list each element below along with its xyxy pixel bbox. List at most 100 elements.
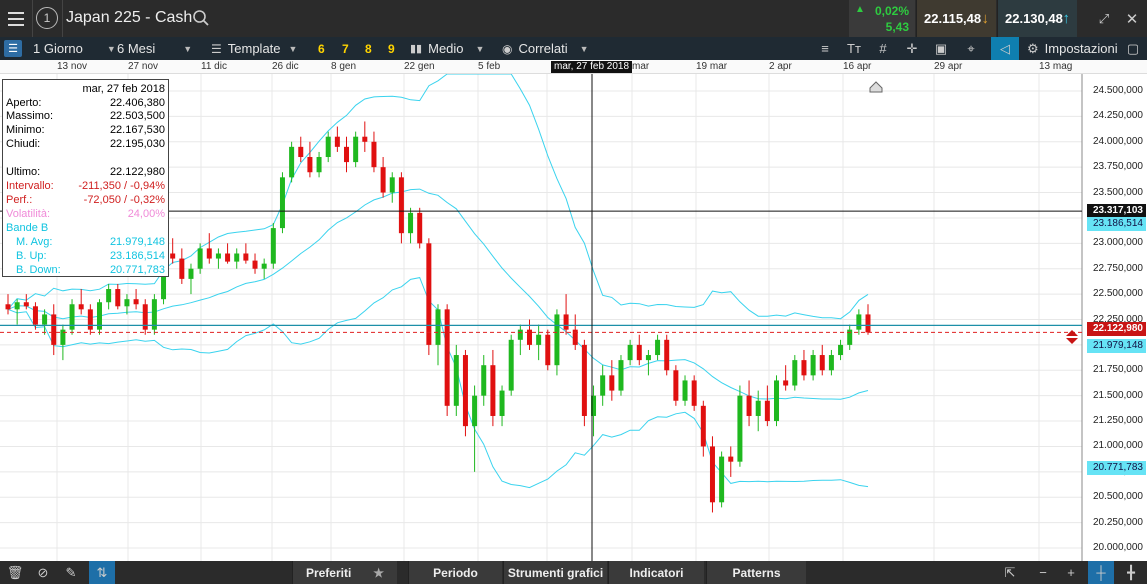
candle-body [179, 258, 185, 279]
quick-8-button[interactable]: 8 [365, 41, 372, 56]
pencil-icon[interactable]: ✎ [65, 564, 77, 580]
price-tick-label: 23.000,000 [1092, 237, 1143, 249]
info-badge[interactable]: 1 [36, 7, 58, 29]
arrow-up-icon: ↑ [1062, 10, 1071, 27]
candle-body [87, 309, 93, 330]
candle-body [709, 446, 715, 503]
crosshair-icon[interactable]: ✛ [906, 40, 918, 56]
high-label: Massimo: [6, 110, 54, 122]
perf-value: -72,050 / -0,32% [83, 194, 165, 206]
patterns-tab[interactable]: Patterns [706, 561, 806, 584]
window-icon[interactable]: ▢ [1126, 40, 1140, 56]
arrows-icon[interactable]: ⇅ [89, 561, 115, 584]
candle-body [746, 395, 752, 416]
grid-icon[interactable]: # [879, 41, 887, 56]
time-label: 13 nov [57, 61, 88, 72]
price-tick-label: 24.250,000 [1092, 110, 1143, 122]
indicators-tab[interactable]: Indicatori [608, 561, 704, 584]
perf-label: Perf.: [6, 194, 33, 206]
target-icon[interactable]: ⌖ [967, 40, 975, 56]
info-row: Bande B [6, 222, 165, 235]
price-type-select[interactable]: ▮▮ Medio ▼ [410, 37, 484, 60]
candle-body [783, 380, 789, 386]
bb-upper-tag: 23.186,514 [1086, 217, 1146, 231]
bar-chart-icon: ▮▮ [410, 43, 423, 55]
candle-body [398, 177, 404, 234]
info-row: Aperto: 22.406,380 [6, 97, 165, 110]
favorites-tab[interactable]: Preferiti ★ [292, 561, 397, 584]
price-tick-label: 21.000,000 [1092, 440, 1143, 452]
list-icon[interactable]: ☰ [4, 40, 22, 57]
menu-button[interactable] [0, 0, 32, 37]
candle-body [508, 339, 514, 391]
correlati-select[interactable]: ◉ Correlati ▼ [502, 37, 589, 60]
sliders-icon: ☰ [211, 41, 222, 56]
candle-body [344, 146, 350, 163]
close-icon[interactable]: ✕ [1125, 10, 1139, 28]
tag-icon[interactable]: ◁ [991, 37, 1019, 60]
align-icon[interactable]: ≡ [821, 41, 829, 56]
info-row: Perf.: -72,050 / -0,32% [6, 194, 165, 207]
bup-value: 23.186,514 [109, 250, 165, 262]
crosshair-icon[interactable]: ┼ [1088, 561, 1114, 584]
candle-body [536, 334, 542, 345]
candle-body [206, 248, 212, 259]
chevron-down-icon: ▼ [183, 43, 193, 54]
bdown-label: B. Down: [16, 264, 61, 276]
ohlc-info-box: mar, 27 feb 2018 Aperto: 22.406,380 Massi… [2, 79, 169, 277]
price-tick-label: 22.500,000 [1092, 288, 1143, 300]
no-entry-icon[interactable]: ⊘ [37, 564, 49, 580]
interval-select[interactable]: 1 Giorno ▼ [33, 37, 116, 60]
candle-body [755, 400, 761, 416]
search-icon[interactable] [192, 9, 210, 32]
drawing-tools-tab[interactable]: Strumenti grafici [503, 561, 607, 584]
bdown-value: 20.771,783 [109, 264, 165, 276]
candle-body [645, 355, 651, 361]
info-row: Ultimo: 22.122,980 [6, 166, 165, 179]
candle-body [51, 314, 57, 345]
candle-body [389, 177, 395, 193]
trash-icon[interactable]: 🗑 [6, 564, 24, 580]
minus-icon[interactable]: − [1039, 565, 1047, 580]
plus-icon[interactable]: + [1067, 565, 1075, 580]
sell-price-button[interactable]: 22.115,48 ↓ [916, 0, 996, 37]
info-row: B. Up: 23.186,514 [6, 250, 165, 263]
candle-body [865, 314, 871, 333]
open-value: 22.406,380 [109, 97, 165, 109]
bands-title: Bande B [6, 222, 49, 234]
time-label: 19 mar [696, 61, 728, 72]
scroll-marker-icon [869, 81, 883, 93]
quick-7-button[interactable]: 7 [342, 41, 349, 56]
text-size-icon[interactable]: Tт [847, 41, 861, 56]
expand-icon[interactable]: ⤢ [1098, 10, 1110, 26]
crosshair-alt-icon[interactable]: ╋ [1127, 564, 1135, 580]
quick-9-button[interactable]: 9 [388, 41, 395, 56]
camera-icon[interactable]: ▣ [934, 40, 948, 56]
interval-label: 1 Giorno [33, 41, 83, 56]
candle-body [462, 355, 468, 427]
price-chart[interactable] [0, 74, 1147, 561]
candle-body [353, 136, 359, 163]
settings-button[interactable]: ⚙ Impostazioni [1027, 37, 1118, 60]
template-select[interactable]: ☰ Template ▼ [211, 37, 297, 60]
time-label: 2 apr [769, 61, 792, 72]
star-icon: ★ [373, 565, 385, 580]
period-select[interactable]: 6 Mesi ▼ [117, 37, 192, 60]
period-tab[interactable]: Periodo [408, 561, 502, 584]
settings-label: Impostazioni [1044, 41, 1118, 56]
candle-body [325, 136, 331, 158]
range-value: -211,350 / -0,94% [78, 180, 165, 192]
candle-body [490, 365, 496, 416]
mavg-label: M. Avg: [16, 236, 53, 248]
high-value: 22.503,500 [109, 110, 165, 122]
fit-icon[interactable]: ⇱ [1004, 564, 1016, 580]
candle-body [14, 302, 20, 310]
time-label: 29 apr [934, 61, 963, 72]
buy-price-button[interactable]: 22.130,48 ↑ [997, 0, 1077, 37]
candle-body [682, 380, 688, 401]
time-label: 27 nov [128, 61, 159, 72]
quick-6-button[interactable]: 6 [318, 41, 325, 56]
candle-body [417, 212, 423, 244]
info-row: Minimo: 22.167,530 [6, 124, 165, 137]
